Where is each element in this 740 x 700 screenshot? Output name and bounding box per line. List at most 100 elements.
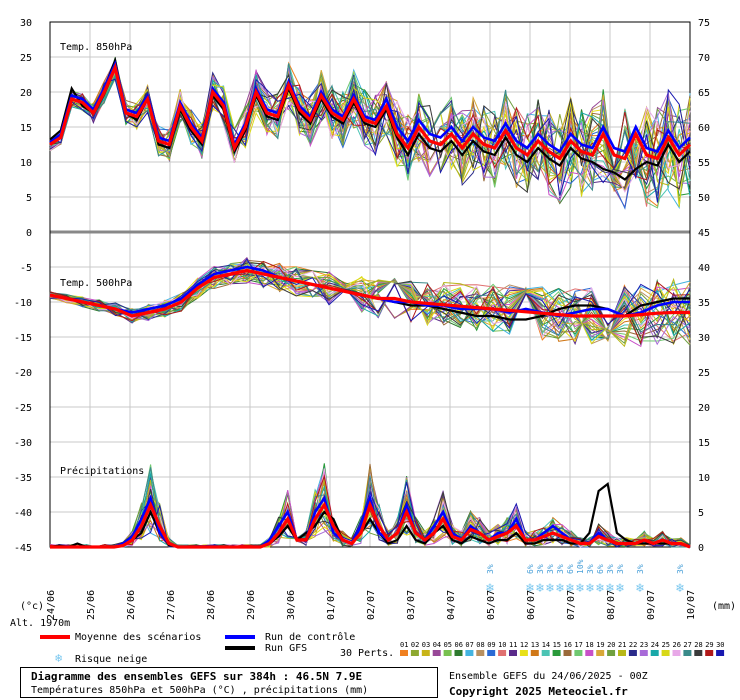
- perturbation-label: 16: [564, 641, 572, 649]
- perturbation-label: 20: [607, 641, 615, 649]
- perturbation-swatch: [400, 650, 408, 656]
- snow-risk-label: 3%: [636, 564, 645, 574]
- perturbation-swatch: [574, 650, 583, 656]
- y-right-tick-label: 55: [698, 158, 710, 169]
- legend-perts-label: 30 Perts.: [340, 648, 394, 659]
- footer-subtitle: Températures 850hPa et 500hPa (°C) , pré…: [31, 685, 369, 696]
- x-date-label: 28/06: [206, 590, 217, 620]
- y-right-tick-label: 35: [698, 298, 710, 309]
- perturbation-label: 19: [596, 641, 604, 649]
- y-right-tick-label: 75: [698, 18, 710, 29]
- chart-axes: 302520151050-5-10-15-20-25-30-35-40-4575…: [14, 18, 710, 620]
- perturbation-swatch: [552, 650, 561, 656]
- snowflake-icon: ❄: [635, 581, 644, 596]
- ensemble-member-line: [49, 66, 691, 208]
- precip-mean-line: [50, 500, 691, 549]
- ensemble-run-label: Ensemble GEFS du 24/06/2025 - 00Z: [449, 671, 648, 682]
- x-date-label: 07/07: [566, 590, 577, 620]
- y-right-tick-label: 30: [698, 333, 710, 344]
- perturbation-label: 28: [694, 641, 702, 649]
- perturbation-swatch: [596, 650, 605, 656]
- perturbation-swatch: [519, 650, 528, 656]
- perturbation-swatch: [705, 650, 714, 656]
- y-left-tick-label: -10: [14, 298, 32, 309]
- perturbation-swatch: [410, 650, 419, 656]
- x-date-label: 08/07: [606, 590, 617, 620]
- perturbation-swatch: [487, 650, 496, 656]
- y-right-tick-label: 15: [698, 438, 710, 449]
- legend-label-mean: Moyenne des scénarios: [75, 631, 201, 643]
- perturbation-label: 08: [476, 641, 484, 649]
- snowflake-icon: ❄: [555, 581, 564, 596]
- axis-unit-right: (mm): [712, 601, 736, 612]
- x-date-label: 01/07: [326, 590, 337, 620]
- perturbation-swatch: [541, 650, 550, 656]
- perturbation-label: 22: [629, 641, 637, 649]
- x-date-label: 05/07: [486, 590, 497, 620]
- y-right-tick-label: 20: [698, 403, 710, 414]
- perturbation-swatch: [498, 650, 507, 656]
- snowflake-icon: ❄: [675, 581, 684, 596]
- y-left-tick-label: -40: [14, 508, 32, 519]
- y-right-tick-label: 25: [698, 368, 710, 379]
- y-left-tick-label: 15: [20, 123, 32, 134]
- perturbation-swatch: [628, 650, 637, 656]
- perturbation-label: 04: [433, 641, 441, 649]
- perturbation-swatch: [639, 650, 648, 656]
- legend-snow-icon: ❄: [55, 651, 62, 665]
- legend-label-gfs: Run GFS: [265, 643, 307, 654]
- perturbation-swatch: [509, 650, 517, 656]
- x-date-label: 30/06: [286, 590, 297, 620]
- y-right-tick-label: 40: [698, 263, 710, 274]
- perturbation-label: 23: [640, 641, 648, 649]
- x-date-label: 06/07: [526, 590, 537, 620]
- snowflake-icon: ❄: [605, 581, 614, 596]
- perturbation-swatch: [672, 650, 681, 656]
- snowflake-icon: ❄: [585, 581, 594, 596]
- perturbation-label: 30: [716, 641, 724, 649]
- perturbation-swatch: [465, 650, 474, 656]
- perturbation-label: 03: [422, 641, 430, 649]
- perturbation-swatch: [694, 650, 703, 656]
- perturbation-label: 25: [662, 641, 670, 649]
- x-date-label: 29/06: [246, 590, 257, 620]
- snowflake-icon: ❄: [485, 581, 494, 596]
- snowflake-icon: ❄: [525, 581, 534, 596]
- y-left-tick-label: 5: [26, 193, 32, 204]
- y-right-tick-label: 5: [698, 508, 704, 519]
- ensemble-member-line: [49, 63, 691, 196]
- legend: Moyenne des scénarios Run de contrôle Ru…: [40, 631, 725, 665]
- snowflake-icon: ❄: [595, 581, 604, 596]
- y-left-tick-label: -35: [14, 473, 32, 484]
- perturbation-label: 24: [651, 641, 659, 649]
- perturbation-label: 07: [465, 641, 473, 649]
- perturbation-label: 05: [444, 641, 452, 649]
- perturbation-label: 06: [455, 641, 463, 649]
- perturbation-label: 13: [531, 641, 539, 649]
- y-right-tick-label: 45: [698, 228, 710, 239]
- y-left-tick-label: 30: [20, 18, 32, 29]
- y-left-tick-label: 0: [26, 228, 32, 239]
- plot-frame: [49, 21, 691, 548]
- snow-risk-label: 10%: [576, 559, 585, 574]
- snow-risk-label: 3%: [676, 564, 685, 574]
- y-left-tick-label: -25: [14, 403, 32, 414]
- perturbation-label: 18: [585, 641, 593, 649]
- snow-risk-label: 3%: [486, 564, 495, 574]
- perturbation-label: 14: [542, 641, 550, 649]
- snowflake-icon: ❄: [565, 581, 574, 596]
- snow-risk-label: 6%: [566, 564, 575, 574]
- y-right-tick-label: 0: [698, 543, 704, 554]
- perturbation-swatch: [661, 650, 670, 656]
- y-left-tick-label: -20: [14, 368, 32, 379]
- copyright-label: Copyright 2025 Meteociel.fr: [449, 685, 628, 698]
- perturbation-label: 29: [705, 641, 713, 649]
- perturbation-label: 26: [673, 641, 681, 649]
- x-date-label: 10/07: [686, 590, 697, 620]
- perturbation-label: 12: [520, 641, 528, 649]
- footer-title-box: Diagramme des ensembles GEFS sur 384h : …: [20, 667, 438, 698]
- snow-risk-label: 3%: [586, 564, 595, 574]
- x-date-label: 02/07: [366, 590, 377, 620]
- snowflake-icon: ❄: [535, 581, 544, 596]
